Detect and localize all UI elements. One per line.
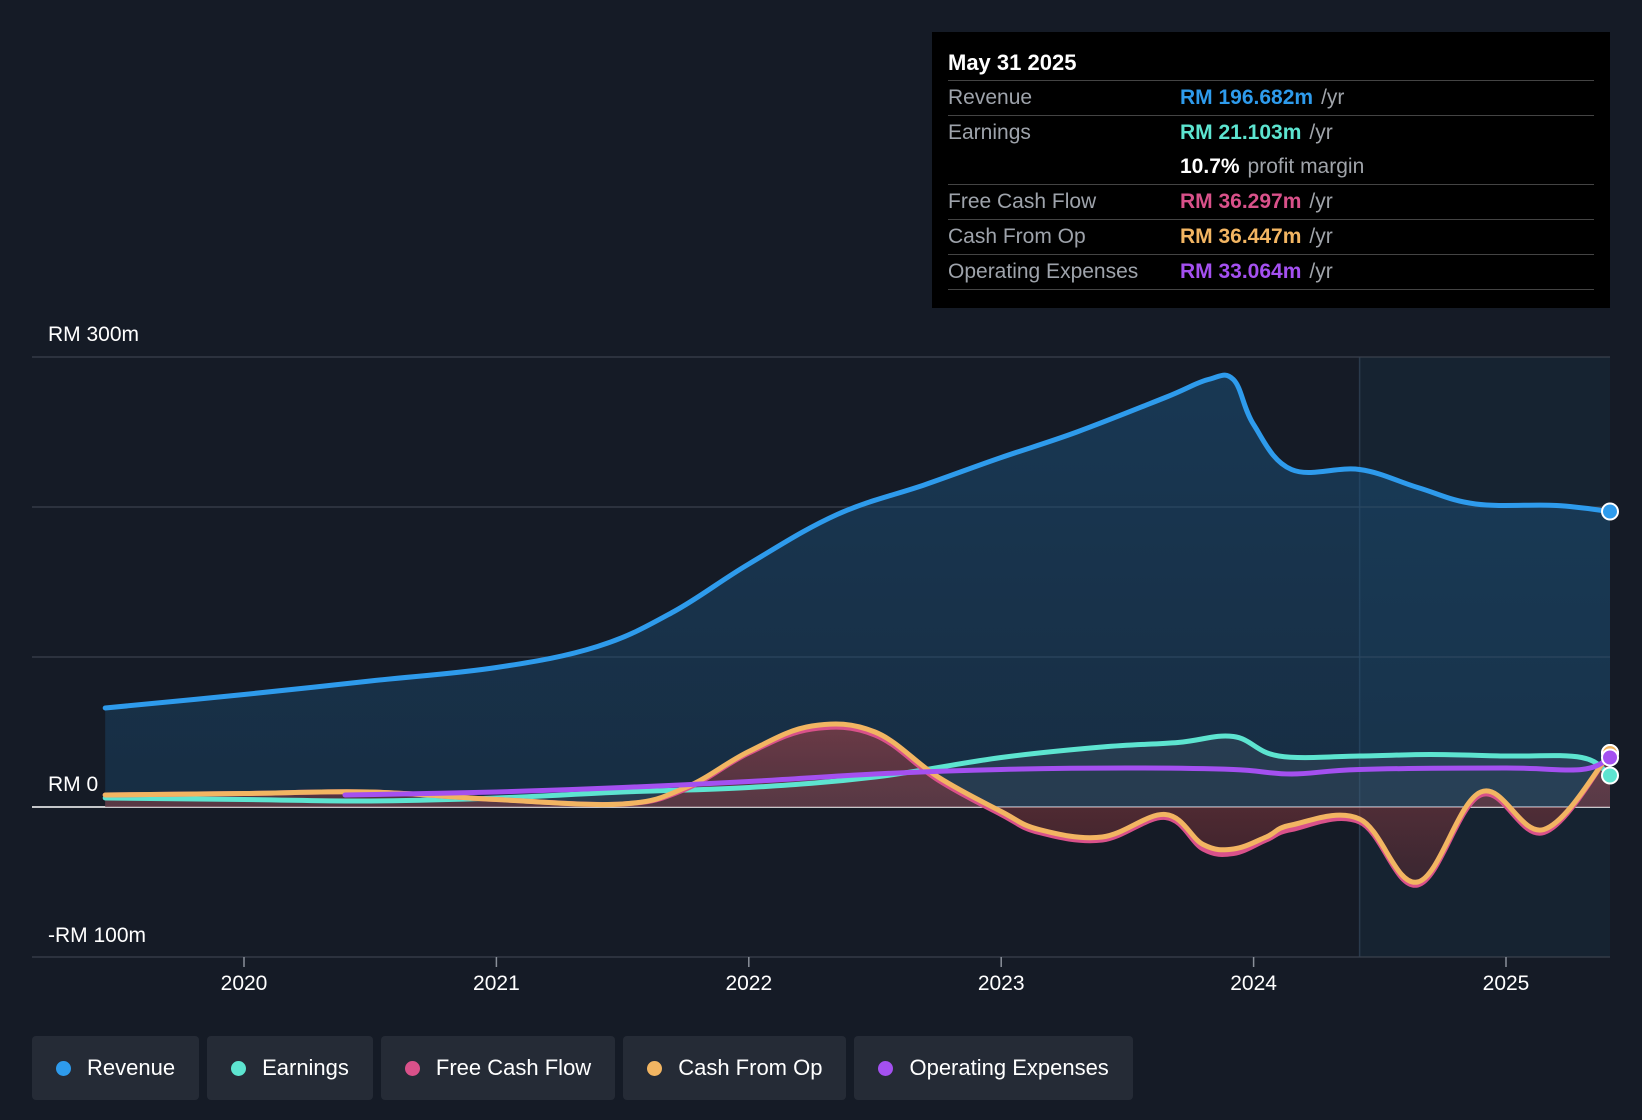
tooltip-row: Free Cash Flow RM 36.297m/yr bbox=[948, 184, 1594, 219]
cash-from-op-line bbox=[102, 721, 1613, 885]
revenue-line bbox=[102, 372, 1613, 711]
legend-item-cash-from-op[interactable]: Cash From Op bbox=[623, 1036, 847, 1100]
legend-item-free-cash-flow[interactable]: Free Cash Flow bbox=[380, 1036, 616, 1100]
tooltip-unit: /yr bbox=[1309, 260, 1333, 283]
tooltip-row: Operating Expenses RM 33.064m/yr bbox=[948, 254, 1594, 290]
x-tick-label: 2024 bbox=[1230, 972, 1277, 995]
legend-label: Operating Expenses bbox=[909, 1055, 1109, 1080]
tooltip-unit: /yr bbox=[1309, 190, 1333, 213]
tooltip-value: RM 36.297m bbox=[1180, 190, 1302, 213]
legend-dot-icon bbox=[56, 1060, 71, 1076]
legend-label: Free Cash Flow bbox=[435, 1055, 592, 1080]
tooltip-label: Free Cash Flow bbox=[948, 190, 1097, 213]
cash-from-op-area bbox=[105, 723, 1611, 883]
tooltip-label: Revenue bbox=[948, 86, 1033, 109]
legend-item-revenue[interactable]: Revenue bbox=[32, 1036, 200, 1100]
revenue-area bbox=[105, 375, 1611, 807]
y-axis-label: RM 0 bbox=[48, 773, 98, 796]
tooltip-value: RM 21.103m bbox=[1180, 121, 1302, 144]
tooltip-label: Operating Expenses bbox=[948, 260, 1139, 283]
tooltip-label bbox=[948, 150, 1180, 184]
legend-label: Revenue bbox=[87, 1055, 176, 1080]
legend-item-earnings[interactable]: Earnings bbox=[207, 1036, 373, 1100]
legend-dot-icon bbox=[878, 1060, 894, 1076]
y-axis-label: RM 300m bbox=[48, 323, 139, 346]
y-axis-label: -RM 100m bbox=[48, 924, 146, 947]
tooltip-label: Earnings bbox=[948, 121, 1031, 144]
operating-expenses-line bbox=[342, 755, 1613, 798]
legend-label: Earnings bbox=[262, 1055, 349, 1080]
x-tick-label: 2021 bbox=[473, 972, 520, 995]
legend-item-operating-expenses[interactable]: Operating Expenses bbox=[854, 1036, 1133, 1100]
legend: Revenue Earnings Free Cash Flow Cash From O… bbox=[32, 1036, 1133, 1100]
tooltip-unit: profit margin bbox=[1247, 155, 1365, 178]
tooltip-row: Revenue RM 196.682m/yr bbox=[948, 80, 1594, 115]
tooltip-value: RM 196.682m bbox=[1180, 86, 1314, 109]
revenue-endpoint bbox=[1601, 502, 1619, 521]
legend-dot-icon bbox=[404, 1060, 420, 1076]
x-tick-label: 2020 bbox=[221, 972, 268, 995]
tooltip-value: 10.7% bbox=[1180, 155, 1240, 178]
x-tick-label: 2022 bbox=[725, 972, 772, 995]
tooltip-date: May 31 2025 bbox=[948, 50, 1077, 75]
x-tick-label: 2025 bbox=[1483, 972, 1530, 995]
tooltip-value: RM 36.447m bbox=[1180, 225, 1302, 248]
tooltip-unit: /yr bbox=[1309, 225, 1333, 248]
tooltip-row: Earnings RM 21.103m/yr bbox=[948, 115, 1594, 150]
tooltip-value: RM 33.064m bbox=[1180, 260, 1302, 283]
tooltip-unit: /yr bbox=[1309, 121, 1333, 144]
legend-label: Cash From Op bbox=[678, 1055, 823, 1080]
tooltip-row: 10.7% profit margin bbox=[948, 150, 1594, 184]
tooltip: May 31 2025 Revenue RM 196.682m/yr Earning… bbox=[932, 32, 1610, 308]
legend-dot-icon bbox=[647, 1060, 663, 1076]
tooltip-row: Cash From Op RM 36.447m/yr bbox=[948, 219, 1594, 254]
legend-dot-icon bbox=[231, 1060, 247, 1076]
earnings-line bbox=[102, 733, 1613, 804]
earnings-endpoint bbox=[1601, 766, 1619, 785]
earnings-area bbox=[105, 735, 1611, 807]
tooltip-label: Cash From Op bbox=[948, 225, 1086, 248]
operating-expenses-endpoint bbox=[1601, 748, 1619, 767]
tooltip-unit: /yr bbox=[1321, 86, 1345, 109]
x-tick-label: 2023 bbox=[978, 972, 1025, 995]
